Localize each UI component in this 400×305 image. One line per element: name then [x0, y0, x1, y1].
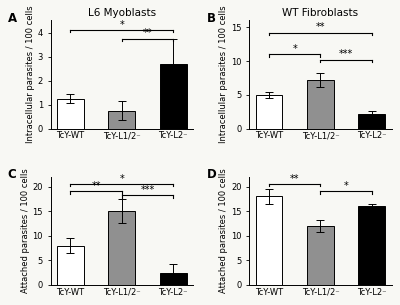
Title: L6 Myoblasts: L6 Myoblasts — [88, 8, 156, 18]
Title: WT Fibroblasts: WT Fibroblasts — [282, 8, 358, 18]
Y-axis label: Intracellular parasites / 100 cells: Intracellular parasites / 100 cells — [219, 6, 228, 143]
Bar — [160, 64, 186, 129]
Text: A: A — [8, 12, 17, 25]
Bar — [256, 196, 282, 285]
Text: ***: *** — [339, 49, 353, 59]
Bar — [307, 226, 334, 285]
Bar — [108, 111, 135, 129]
Text: D: D — [206, 168, 216, 181]
Bar — [108, 211, 135, 285]
Bar — [358, 114, 385, 129]
Text: ***: *** — [140, 185, 155, 195]
Text: C: C — [8, 168, 17, 181]
Text: **: ** — [316, 22, 325, 32]
Text: **: ** — [143, 28, 152, 38]
Bar — [57, 246, 84, 285]
Text: **: ** — [290, 174, 300, 184]
Bar — [160, 273, 186, 285]
Text: *: * — [344, 181, 348, 191]
Y-axis label: Intracellular parasites / 100 cells: Intracellular parasites / 100 cells — [26, 6, 35, 143]
Y-axis label: Attached parasites / 100 cells: Attached parasites / 100 cells — [21, 168, 30, 293]
Bar — [256, 95, 282, 129]
Text: *: * — [120, 174, 124, 184]
Bar — [358, 206, 385, 285]
Text: **: ** — [91, 181, 101, 191]
Bar — [307, 80, 334, 129]
Y-axis label: Attached parasites / 100 cells: Attached parasites / 100 cells — [219, 168, 228, 293]
Text: *: * — [120, 20, 124, 30]
Text: *: * — [292, 44, 297, 54]
Text: B: B — [206, 12, 216, 25]
Bar — [57, 99, 84, 129]
